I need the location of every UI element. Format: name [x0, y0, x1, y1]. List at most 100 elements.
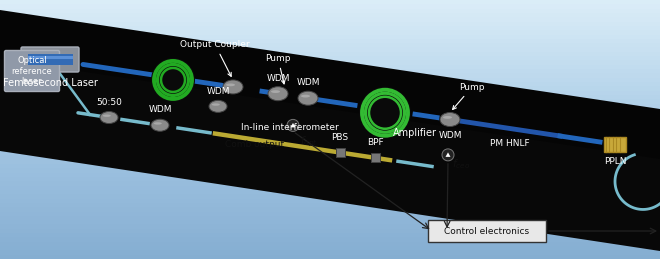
Polygon shape — [0, 246, 660, 250]
Polygon shape — [0, 151, 660, 155]
Ellipse shape — [301, 95, 310, 97]
Bar — [28, 55, 73, 59]
Polygon shape — [0, 203, 660, 207]
Text: PM HNLF: PM HNLF — [490, 140, 530, 148]
Polygon shape — [0, 91, 660, 95]
Polygon shape — [290, 123, 296, 127]
Ellipse shape — [154, 122, 162, 125]
Polygon shape — [0, 216, 660, 220]
FancyBboxPatch shape — [21, 47, 79, 72]
Polygon shape — [0, 168, 660, 173]
Polygon shape — [0, 186, 660, 190]
Text: PPLN: PPLN — [604, 157, 626, 166]
Text: $f_{opt}$: $f_{opt}$ — [300, 134, 317, 149]
Polygon shape — [0, 121, 660, 125]
Ellipse shape — [223, 80, 243, 94]
Bar — [28, 54, 73, 65]
Polygon shape — [0, 13, 660, 17]
Text: BPF: BPF — [367, 138, 383, 147]
Bar — [335, 148, 345, 157]
Text: Femtosecond Laser: Femtosecond Laser — [3, 77, 98, 88]
Polygon shape — [0, 9, 660, 13]
Polygon shape — [0, 95, 660, 99]
Polygon shape — [0, 52, 660, 56]
Polygon shape — [0, 104, 660, 108]
Polygon shape — [0, 242, 660, 246]
Polygon shape — [0, 4, 660, 9]
Polygon shape — [0, 229, 660, 233]
Text: WDM: WDM — [438, 131, 462, 140]
Text: In-line interferometer: In-line interferometer — [241, 123, 339, 132]
Polygon shape — [0, 17, 660, 21]
Polygon shape — [0, 26, 660, 30]
Polygon shape — [0, 138, 660, 142]
Polygon shape — [0, 39, 660, 43]
Ellipse shape — [226, 83, 235, 86]
Polygon shape — [0, 142, 660, 147]
Text: PBS: PBS — [331, 133, 348, 141]
Polygon shape — [0, 108, 660, 112]
Circle shape — [442, 149, 454, 161]
Ellipse shape — [103, 114, 111, 117]
Polygon shape — [0, 238, 660, 242]
Polygon shape — [0, 73, 660, 78]
Polygon shape — [0, 47, 660, 52]
Ellipse shape — [209, 100, 227, 112]
Polygon shape — [0, 255, 660, 259]
Ellipse shape — [440, 112, 460, 126]
Text: $f_{ceo}$: $f_{ceo}$ — [452, 157, 470, 171]
Polygon shape — [0, 60, 660, 65]
Polygon shape — [0, 0, 660, 4]
Polygon shape — [0, 194, 660, 199]
Ellipse shape — [100, 112, 118, 124]
FancyBboxPatch shape — [5, 51, 59, 91]
Circle shape — [151, 58, 195, 102]
Polygon shape — [0, 21, 660, 26]
Polygon shape — [446, 152, 451, 157]
Polygon shape — [0, 173, 660, 177]
Polygon shape — [0, 30, 660, 34]
Polygon shape — [0, 212, 660, 216]
Bar — [604, 137, 626, 152]
Polygon shape — [0, 10, 660, 203]
Polygon shape — [0, 117, 660, 121]
Polygon shape — [0, 134, 660, 138]
Text: WDM: WDM — [206, 87, 230, 96]
Text: Comb output: Comb output — [226, 140, 284, 149]
Polygon shape — [0, 65, 660, 69]
Polygon shape — [0, 112, 660, 117]
Polygon shape — [0, 125, 660, 130]
Bar — [428, 220, 546, 242]
Text: Optical
reference
laser: Optical reference laser — [12, 56, 52, 86]
Polygon shape — [0, 160, 660, 164]
Text: WDM: WDM — [266, 74, 290, 83]
Text: Pump: Pump — [453, 83, 484, 110]
Text: WDM: WDM — [148, 105, 172, 114]
Ellipse shape — [151, 119, 169, 131]
Polygon shape — [0, 99, 660, 104]
Ellipse shape — [268, 87, 288, 101]
Ellipse shape — [443, 116, 452, 119]
Polygon shape — [0, 69, 660, 73]
Text: Pump: Pump — [265, 54, 291, 84]
Polygon shape — [0, 181, 660, 186]
Polygon shape — [0, 199, 660, 203]
Polygon shape — [0, 225, 660, 229]
Polygon shape — [0, 250, 660, 255]
Circle shape — [287, 119, 299, 131]
Polygon shape — [0, 177, 660, 181]
Text: Control electronics: Control electronics — [444, 227, 529, 235]
Text: WDM: WDM — [296, 78, 319, 87]
Polygon shape — [0, 82, 660, 86]
Text: Output Coupler: Output Coupler — [180, 40, 250, 76]
Circle shape — [359, 87, 411, 139]
Polygon shape — [0, 220, 660, 225]
Polygon shape — [0, 190, 660, 194]
Ellipse shape — [212, 103, 220, 106]
Ellipse shape — [298, 91, 318, 105]
Polygon shape — [0, 78, 660, 82]
Polygon shape — [0, 207, 660, 212]
Polygon shape — [0, 59, 660, 251]
Bar — [370, 153, 380, 162]
Ellipse shape — [271, 90, 280, 93]
